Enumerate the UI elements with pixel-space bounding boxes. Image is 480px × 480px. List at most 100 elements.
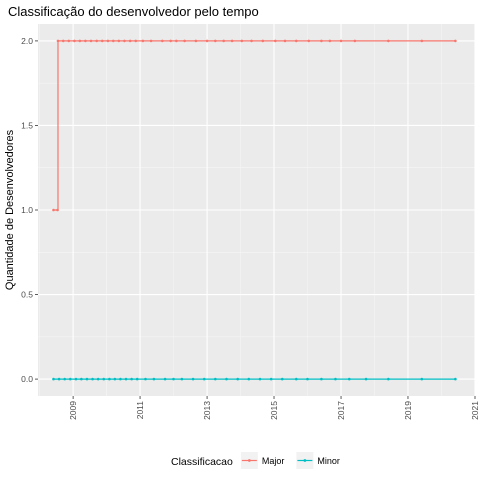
data-point-minor (180, 377, 184, 381)
chart-title: Classificação do desenvolvedor pelo temp… (8, 4, 259, 19)
data-point-minor (191, 377, 195, 381)
data-point-minor (163, 377, 167, 381)
data-point-minor (63, 377, 66, 381)
data-point-minor (102, 377, 106, 381)
data-point-major (161, 39, 164, 43)
data-point-major (339, 39, 343, 43)
data-point-minor (172, 377, 175, 381)
data-point-minor (57, 377, 61, 381)
legend-label-major: Major (262, 456, 285, 466)
data-point-major (56, 39, 60, 43)
data-point-major (214, 39, 217, 43)
x-tick-label: 2015 (269, 401, 279, 420)
data-point-major (67, 39, 71, 43)
x-tick-label: 2019 (403, 401, 413, 420)
data-point-minor (85, 377, 89, 381)
data-point-minor (236, 377, 240, 381)
data-point-minor (364, 377, 368, 381)
x-tick-label: 2017 (336, 401, 346, 420)
data-point-major (89, 39, 93, 43)
data-point-major (149, 39, 153, 43)
data-point-minor (280, 377, 284, 381)
data-point-major (117, 39, 121, 43)
data-point-major (230, 39, 234, 43)
data-point-minor (306, 377, 309, 381)
y-tick-label: 2.0 (21, 36, 33, 46)
data-point-major (73, 39, 76, 43)
data-point-major (128, 39, 132, 43)
data-point-major (175, 39, 178, 43)
data-point-minor (320, 377, 323, 381)
data-point-major (420, 39, 424, 43)
data-point-minor (454, 377, 457, 381)
data-point-minor (119, 377, 122, 381)
data-point-minor (96, 377, 100, 381)
data-point-major (100, 39, 104, 43)
data-point-major (307, 39, 311, 43)
data-point-major (205, 39, 209, 43)
legend-key-minor (296, 452, 314, 469)
data-point-minor (225, 377, 228, 381)
data-point-major (294, 39, 298, 43)
data-point-major (273, 39, 277, 43)
data-point-minor (124, 377, 128, 381)
y-tick-label: 1.0 (21, 205, 33, 215)
data-point-minor (258, 377, 262, 381)
x-tick-label: 2013 (202, 401, 212, 420)
data-point-minor (113, 377, 117, 381)
data-point-minor (144, 377, 147, 381)
legend-label-minor: Minor (317, 456, 340, 466)
data-point-minor (269, 377, 273, 381)
data-point-major (320, 39, 323, 43)
data-point-minor (108, 377, 111, 381)
data-point-major (283, 39, 287, 43)
data-point-minor (74, 377, 78, 381)
data-point-major (454, 39, 457, 43)
x-tick-label: 2009 (68, 401, 78, 420)
data-point-major (141, 39, 145, 43)
data-point-major (250, 39, 253, 43)
data-point-minor (214, 377, 217, 381)
x-tick-label: 2021 (470, 401, 480, 420)
legend: Classificacao Major Minor (171, 452, 340, 469)
y-tick-label: 0.5 (21, 290, 33, 300)
data-point-major (194, 39, 198, 43)
data-point-minor (387, 377, 390, 381)
legend-title: Classificacao (171, 456, 233, 468)
data-point-major (111, 39, 115, 43)
legend-key-point (247, 459, 251, 462)
data-point-major (56, 208, 59, 212)
y-tick-label: 1.5 (21, 120, 33, 130)
data-point-minor (130, 377, 133, 381)
y-axis-ticks: 0.0 0.5 1.0 1.5 2.0 (21, 36, 38, 384)
legend-key-point (303, 459, 307, 462)
y-axis-label: Quantidade de Desenvolvedores (4, 129, 16, 290)
data-point-minor (202, 377, 206, 381)
data-point-minor (347, 377, 351, 381)
data-point-minor (52, 377, 55, 381)
data-point-major (387, 39, 390, 43)
series-layer (52, 39, 457, 381)
data-point-major (240, 39, 244, 43)
data-point-major (106, 39, 110, 43)
data-point-major (52, 208, 55, 212)
data-point-major (61, 39, 65, 43)
data-point-major (353, 39, 357, 43)
y-tick-label: 0.0 (21, 374, 33, 384)
data-point-major (134, 39, 138, 43)
legend-key-major (240, 452, 258, 469)
data-point-minor (247, 377, 251, 381)
data-point-major (95, 39, 98, 43)
data-point-major (328, 39, 332, 43)
data-point-major (222, 39, 225, 43)
data-point-major (84, 39, 87, 43)
x-axis-ticks: 2009 2011 2013 2015 2017 2019 2021 (68, 396, 480, 420)
data-point-minor (68, 377, 72, 381)
data-point-minor (80, 377, 83, 381)
data-point-major (261, 39, 265, 43)
data-point-minor (135, 377, 139, 381)
data-point-major (183, 39, 186, 43)
data-point-minor (420, 377, 424, 381)
data-point-major (169, 39, 172, 43)
